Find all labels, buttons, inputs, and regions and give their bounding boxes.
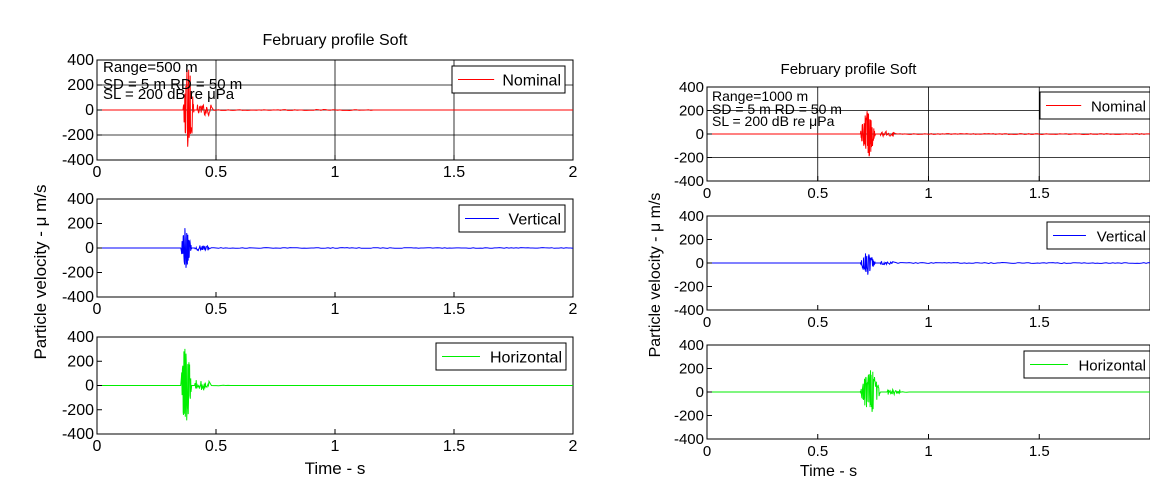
annotation-text: SD = 5 m RD = 50 m [712,101,842,117]
y-tick-label: 0 [85,240,94,257]
y-tick-label: -400 [674,302,704,319]
y-axis-label: Particle velocity - μ m/s [647,193,664,358]
legend-label: Nominal [502,73,561,90]
y-tick-label: 200 [67,77,94,94]
x-tick-label: 0.5 [807,185,828,202]
legend-horizontal: Horizontal [435,342,567,371]
x-tick-label: 1 [331,301,340,318]
y-tick-label: 0 [696,255,704,272]
y-tick-label: 0 [85,378,94,395]
x-tick-label: 1 [331,438,340,455]
x-tick-label: 0 [93,438,102,455]
x-tick-label: 1.5 [443,164,465,181]
subplot-horizontal: 0 0.5 1 1.5 -400 -200 0 200 400 Horizontal [674,337,1150,460]
y-tick-label: -200 [62,265,94,282]
y-tick-label: -400 [62,152,94,169]
x-tick-label: 0.5 [807,314,828,331]
x-tick-label: 0.5 [807,443,828,460]
y-axis-label: Particle velocity - μ m/s [31,184,50,359]
legend-vertical: Vertical [458,204,566,233]
y-tick-label: 400 [67,52,94,69]
x-tick-label: 2 [569,301,578,318]
y-tick-label: 400 [679,208,704,225]
subplot-nominal: 0 0.5 1 1.5 2 -400 -200 0 200 400 Nominal [62,52,578,181]
y-tick-label: 200 [679,232,704,249]
x-tick-label: 0 [703,443,711,460]
x-tick-label: 0.5 [205,301,227,318]
annotation-text: SL = 200 dB re μPa [712,113,835,129]
annotation-text: SD = 5 m RD = 50 m [103,76,242,93]
legend-label: Horizontal [490,350,562,367]
x-tick-label: 1 [924,443,932,460]
subplot-nominal: 0 0.5 1 1.5 -400 -200 0 200 400 Nominal [674,79,1150,202]
annotation-text: SL = 200 dB re μPa [103,86,235,103]
y-tick-label: 400 [67,329,94,346]
x-tick-label: 1.5 [443,438,465,455]
y-tick-label: -200 [674,150,704,167]
legend-nominal: Nominal [451,65,566,94]
x-tick-label: 2 [569,164,578,181]
x-axis-label: Time - s [305,459,366,478]
legend-horizontal: Horizontal [1023,350,1150,379]
legend-vertical: Vertical [1046,221,1150,250]
legend-label: Vertical [509,212,561,229]
series-line-nominal [709,111,1150,157]
x-tick-label: 0 [93,301,102,318]
y-tick-label: -400 [62,289,94,306]
y-tick-label: -200 [62,402,94,419]
x-tick-label: 1.5 [443,301,465,318]
y-tick-label: 200 [67,216,94,233]
x-tick-label: 0 [703,314,711,331]
x-tick-label: 0 [703,185,711,202]
x-tick-label: 1.5 [1029,185,1050,202]
legend-label: Vertical [1097,229,1146,246]
y-tick-label: 400 [679,79,704,96]
y-tick-label: 0 [85,102,94,119]
x-tick-label: 1.5 [1029,314,1050,331]
series-line-nominal [99,68,573,147]
chart-2: February profile Soft 0 0.5 1 1.5 -400 -200 0 20… [647,61,1150,480]
y-tick-label: 200 [679,103,704,120]
y-tick-label: -400 [62,426,94,443]
y-tick-label: 0 [696,126,704,143]
y-tick-label: -200 [674,279,704,296]
x-axis-label: Time - s [800,463,857,480]
series-line-horizontal [99,348,573,421]
legend-nominal: Nominal [1039,91,1150,120]
y-tick-label: -400 [674,173,704,190]
y-tick-label: 200 [67,353,94,370]
y-tick-label: -400 [674,431,704,448]
x-tick-label: 1.5 [1029,443,1050,460]
legend-label: Nominal [1091,99,1146,116]
subplot-vertical: 0 0.5 1 1.5 -400 -200 0 200 400 Vertical [674,208,1150,331]
y-tick-label: -200 [62,127,94,144]
y-tick-label: 0 [696,384,704,401]
y-tick-label: 200 [679,361,704,378]
chart-title: February profile Soft [781,61,918,78]
subplot-vertical: 0 0.5 1 1.5 2 -400 -200 0 200 400 Vertical [62,191,578,318]
x-tick-label: 1 [924,314,932,331]
x-tick-label: 0 [93,164,102,181]
x-tick-label: 0.5 [205,164,227,181]
y-tick-label: -200 [674,408,704,425]
y-tick-label: 400 [67,191,94,208]
x-tick-label: 1 [331,164,340,181]
chart-title: February profile Soft [263,32,409,49]
series-line-horizontal [709,370,1150,412]
annotation-text: Range=1000 m [712,88,808,104]
legend-label: Horizontal [1078,358,1146,375]
series-line-vertical [709,253,1150,275]
subplot-horizontal: 0 0.5 1 1.5 2 -400 -200 0 200 400 Horizontal [62,329,578,455]
y-tick-label: 400 [679,337,704,354]
x-tick-label: 2 [569,438,578,455]
chart-1: February profile Soft 0 0.5 1 1.5 2 -400 -200 0 2… [31,32,578,478]
x-tick-label: 1 [924,185,932,202]
series-line-vertical [99,228,574,268]
annotation-text: Range=500 m [103,59,198,76]
x-tick-label: 0.5 [205,438,227,455]
